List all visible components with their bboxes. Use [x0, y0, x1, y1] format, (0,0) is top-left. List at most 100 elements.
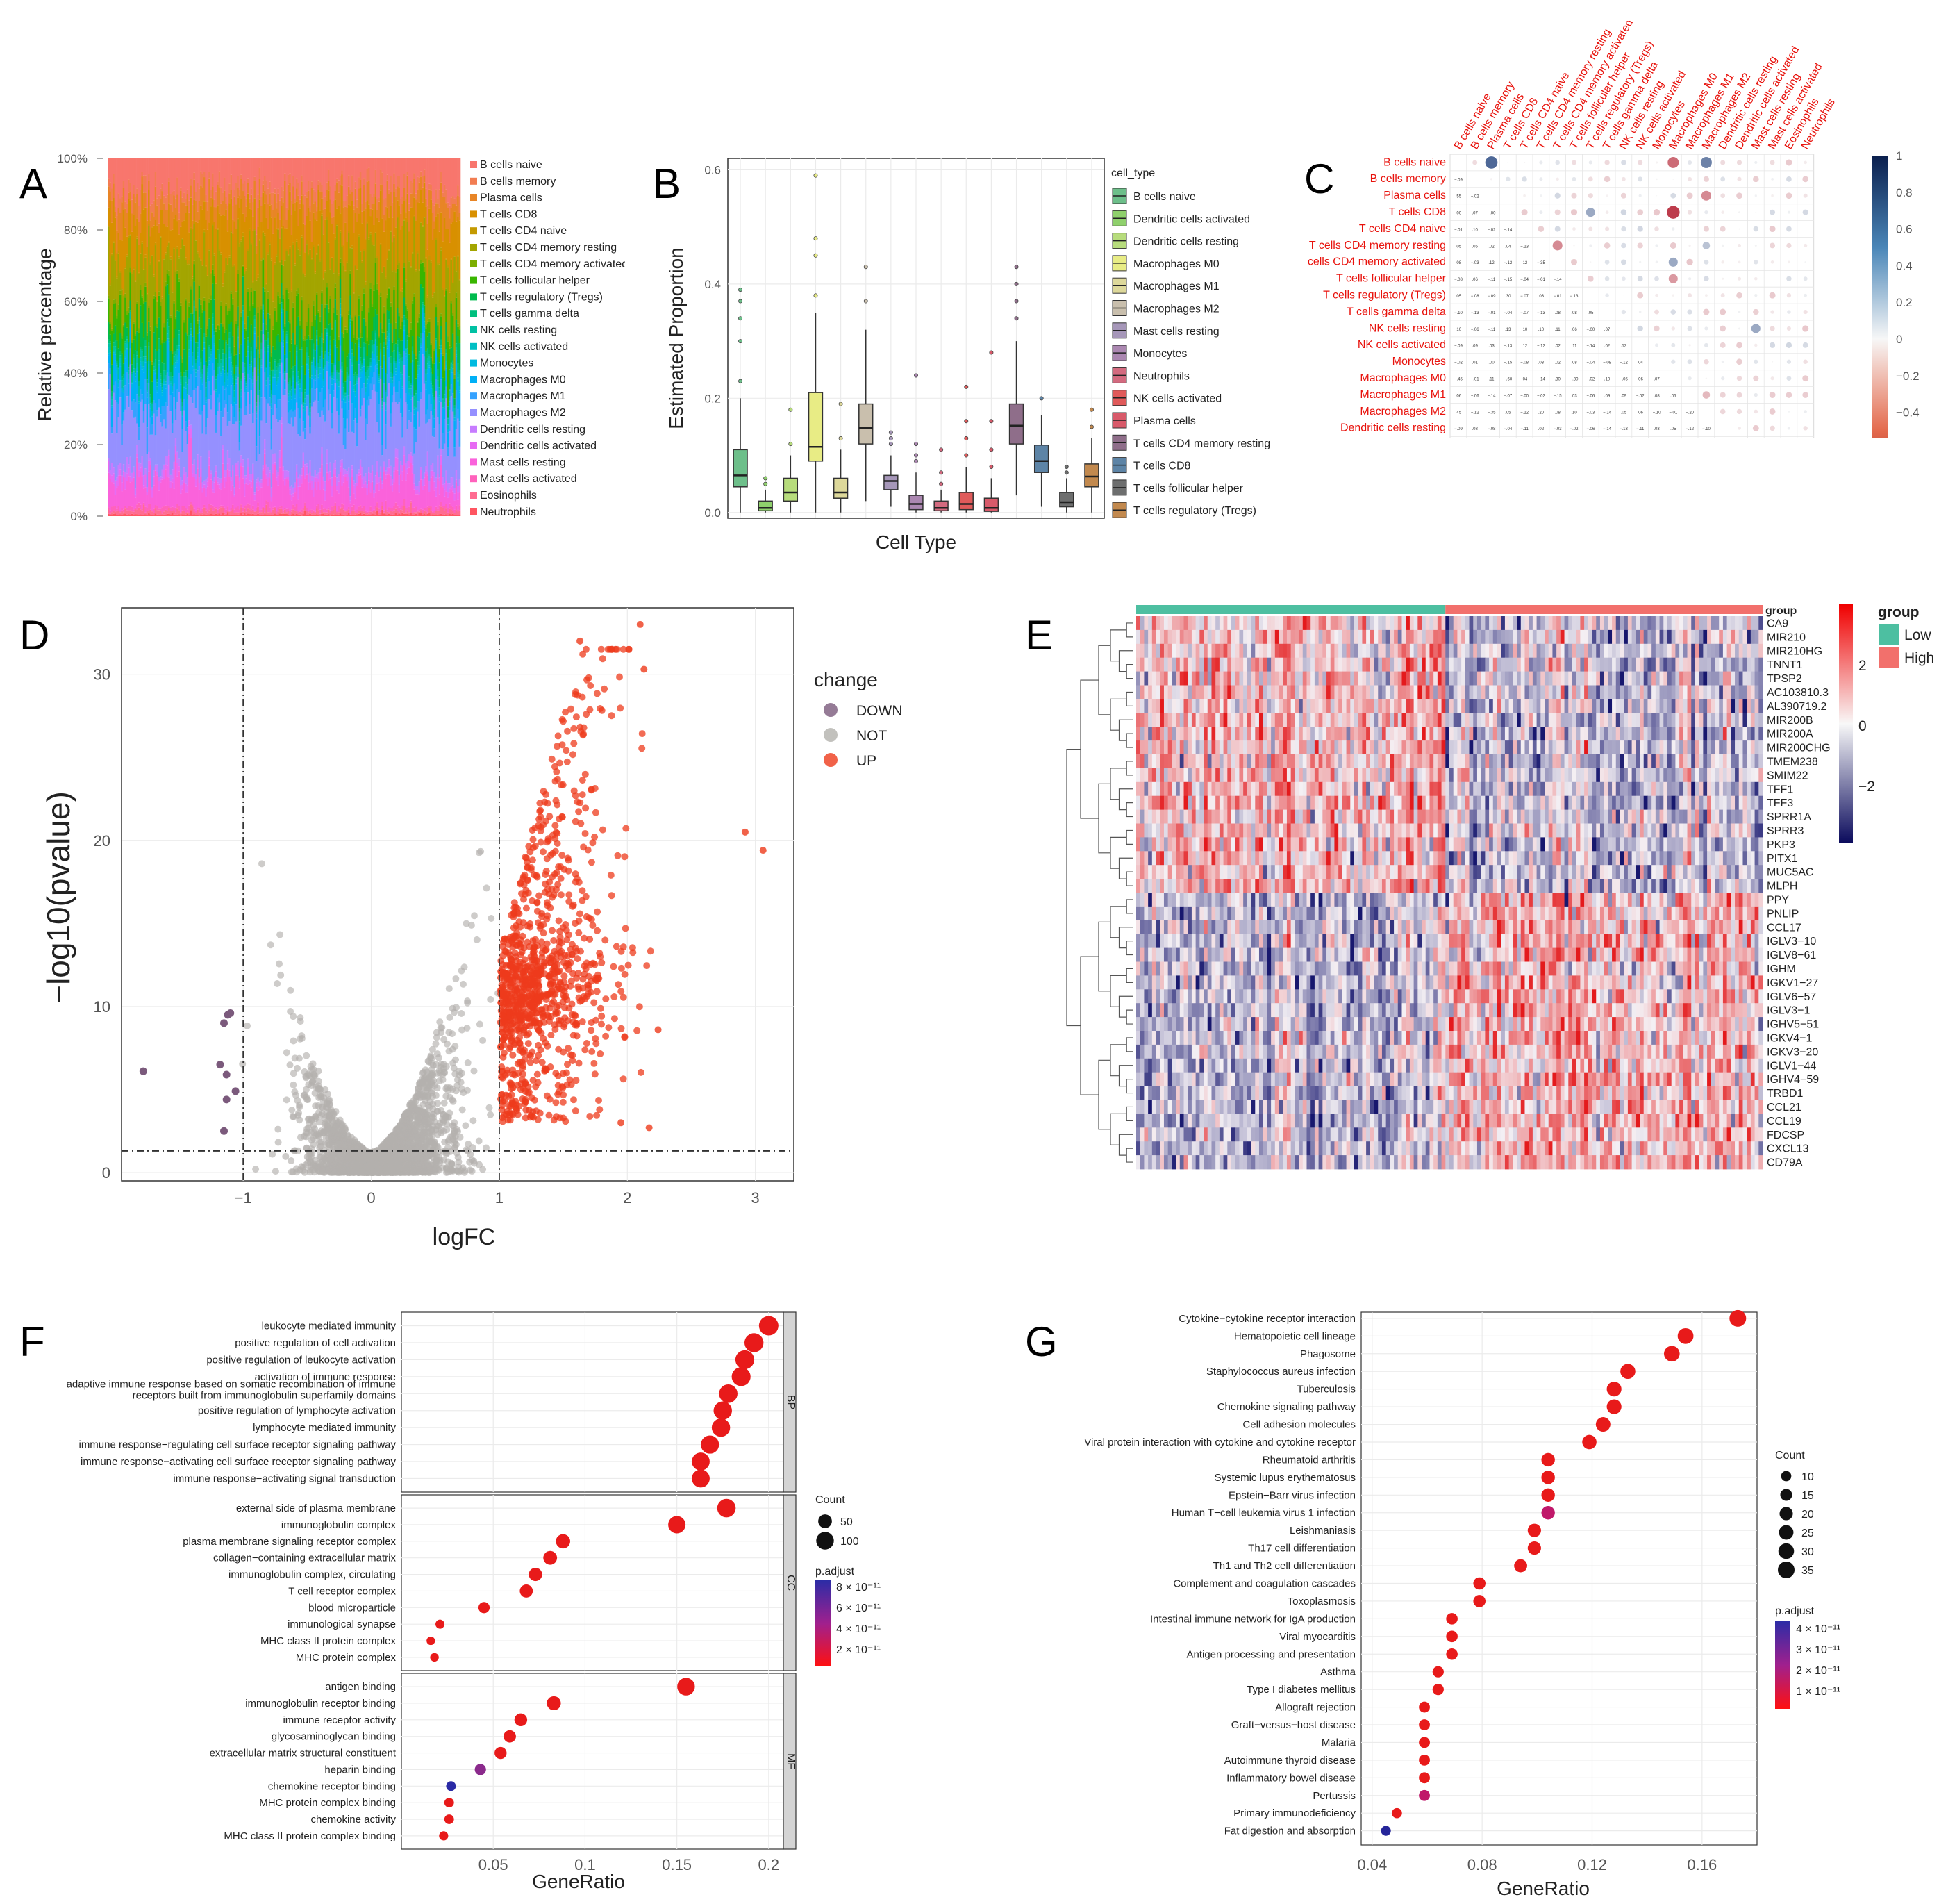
stack-segment — [440, 402, 442, 449]
stack-segment — [339, 185, 342, 214]
stack-segment — [275, 336, 278, 367]
stack-segment — [213, 275, 216, 300]
stack-segment — [383, 472, 385, 511]
stack-segment — [250, 481, 253, 488]
stack-segment — [174, 512, 177, 515]
stack-segment — [274, 311, 276, 350]
stack-segment — [201, 265, 204, 266]
stack-segment — [284, 389, 286, 396]
stack-segment — [121, 158, 124, 197]
stack-segment — [289, 323, 291, 352]
stack-segment — [302, 340, 305, 365]
stack-segment — [378, 158, 381, 198]
stack-segment — [136, 445, 138, 454]
stack-segment — [353, 209, 355, 233]
stack-segment — [349, 503, 352, 513]
stack-segment — [411, 252, 414, 254]
stack-segment — [358, 236, 360, 296]
stack-segment — [223, 332, 226, 354]
stack-segment — [238, 408, 241, 412]
stack-segment — [419, 470, 422, 480]
stack-segment — [289, 391, 291, 396]
stack-segment — [388, 507, 390, 513]
stack-segment — [349, 190, 352, 194]
stack-segment — [174, 507, 177, 513]
stack-segment — [313, 379, 315, 403]
stack-segment — [401, 226, 404, 289]
sample-bar — [354, 158, 357, 516]
stack-segment — [440, 247, 442, 251]
stack-segment — [255, 281, 258, 347]
stack-segment — [430, 260, 433, 263]
stack-segment — [220, 483, 222, 490]
stack-segment — [426, 472, 429, 476]
stack-segment — [215, 415, 217, 433]
stack-segment — [442, 409, 444, 433]
stack-segment — [198, 256, 201, 258]
stack-segment — [339, 298, 342, 304]
stack-segment — [183, 349, 185, 373]
stack-segment — [149, 434, 152, 458]
stack-segment — [185, 483, 187, 493]
stack-segment — [133, 321, 135, 324]
stack-segment — [399, 378, 402, 399]
stack-segment — [397, 308, 399, 341]
stack-segment — [215, 513, 217, 516]
stack-segment — [121, 196, 124, 203]
stack-segment — [249, 404, 251, 415]
stack-segment — [198, 332, 201, 367]
outlier — [964, 384, 969, 389]
stack-segment — [294, 395, 297, 399]
stack-segment — [133, 269, 135, 322]
stack-segment — [326, 514, 328, 516]
stack-segment — [250, 474, 253, 482]
stack-segment — [260, 309, 263, 331]
stack-segment — [139, 514, 142, 516]
stack-segment — [110, 364, 113, 392]
stack-segment — [277, 377, 280, 380]
stack-segment — [142, 502, 145, 505]
stack-segment — [181, 411, 184, 415]
stack-segment — [394, 448, 397, 458]
stack-segment — [408, 376, 410, 381]
stack-segment — [238, 243, 241, 247]
stack-segment — [297, 195, 300, 226]
stack-segment — [245, 511, 248, 515]
stack-segment — [415, 408, 417, 411]
stack-segment — [385, 410, 387, 425]
stack-segment — [176, 360, 178, 363]
legend-key — [470, 161, 477, 168]
stack-segment — [193, 199, 196, 222]
stack-segment — [156, 382, 158, 387]
stack-segment — [188, 264, 190, 303]
stack-segment — [154, 508, 157, 514]
stack-segment — [183, 511, 185, 515]
sample-bar — [148, 158, 150, 516]
stack-segment — [109, 182, 112, 192]
stack-segment — [250, 487, 253, 509]
stack-segment — [425, 511, 427, 516]
stack-segment — [393, 515, 395, 516]
stack-segment — [295, 382, 298, 403]
stack-segment — [438, 262, 441, 265]
stack-segment — [267, 291, 269, 299]
stack-segment — [373, 509, 375, 511]
stack-segment — [289, 390, 291, 392]
stack-segment — [142, 422, 145, 476]
stack-segment — [359, 465, 362, 475]
stack-segment — [146, 454, 149, 487]
stack-segment — [349, 515, 352, 516]
stack-segment — [358, 338, 360, 342]
stack-segment — [391, 270, 394, 272]
stack-segment — [117, 193, 120, 208]
stack-segment — [426, 358, 429, 364]
stack-segment — [117, 208, 120, 233]
stack-segment — [442, 484, 444, 488]
stack-segment — [419, 392, 422, 400]
stack-segment — [386, 511, 389, 515]
stack-segment — [149, 504, 152, 510]
stack-segment — [408, 261, 410, 333]
stack-segment — [358, 188, 360, 214]
stack-segment — [225, 340, 228, 343]
stack-segment — [371, 390, 374, 465]
